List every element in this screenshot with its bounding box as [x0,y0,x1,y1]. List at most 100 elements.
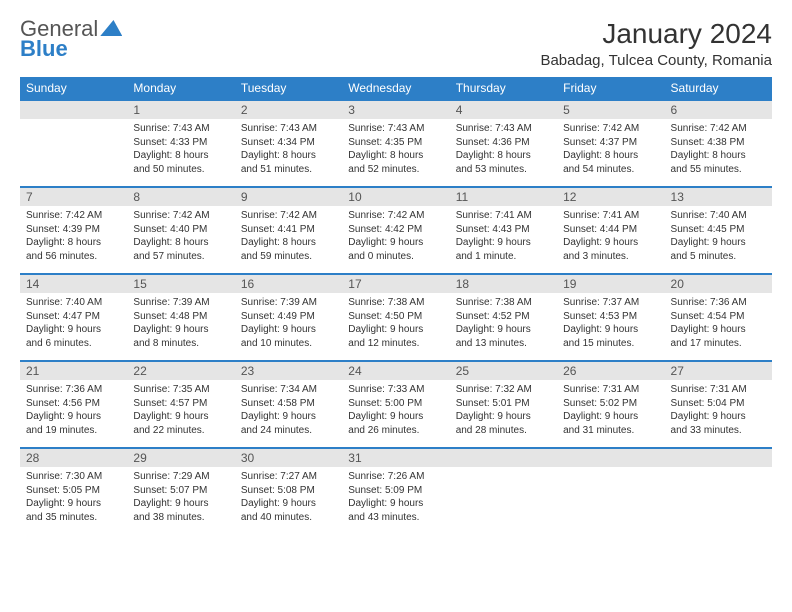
daylight-text: Daylight: 8 hours [241,149,336,163]
calendar-cell: 7Sunrise: 7:42 AMSunset: 4:39 PMDaylight… [20,187,127,274]
day-details: Sunrise: 7:31 AMSunset: 5:04 PMDaylight:… [665,380,772,447]
sunset-text: Sunset: 5:05 PM [26,484,121,498]
sunrise-text: Sunrise: 7:43 AM [348,122,443,136]
calendar-head: SundayMondayTuesdayWednesdayThursdayFrid… [20,77,772,100]
daylight-text: Daylight: 9 hours [26,497,121,511]
day-number: 25 [450,362,557,380]
sunset-text: Sunset: 4:38 PM [671,136,766,150]
location: Babadag, Tulcea County, Romania [540,52,772,69]
sunrise-text: Sunrise: 7:40 AM [26,296,121,310]
day-details: Sunrise: 7:31 AMSunset: 5:02 PMDaylight:… [557,380,664,447]
day-details: Sunrise: 7:37 AMSunset: 4:53 PMDaylight:… [557,293,664,360]
daylight-text: and 26 minutes. [348,424,443,438]
day-details: Sunrise: 7:35 AMSunset: 4:57 PMDaylight:… [127,380,234,447]
sunset-text: Sunset: 4:47 PM [26,310,121,324]
sunrise-text: Sunrise: 7:42 AM [671,122,766,136]
sunrise-text: Sunrise: 7:27 AM [241,470,336,484]
sunset-text: Sunset: 5:09 PM [348,484,443,498]
calendar-cell: 1Sunrise: 7:43 AMSunset: 4:33 PMDaylight… [127,100,234,187]
day-number: 11 [450,188,557,206]
daylight-text: Daylight: 8 hours [241,236,336,250]
day-details: Sunrise: 7:42 AMSunset: 4:37 PMDaylight:… [557,119,664,186]
logo: General Blue [20,18,122,59]
sunrise-text: Sunrise: 7:42 AM [563,122,658,136]
day-number: 26 [557,362,664,380]
day-details: Sunrise: 7:26 AMSunset: 5:09 PMDaylight:… [342,467,449,534]
day-details: Sunrise: 7:42 AMSunset: 4:40 PMDaylight:… [127,206,234,273]
daylight-text: Daylight: 9 hours [563,323,658,337]
daylight-text: and 3 minutes. [563,250,658,264]
day-number: 10 [342,188,449,206]
daylight-text: Daylight: 9 hours [241,410,336,424]
sunrise-text: Sunrise: 7:33 AM [348,383,443,397]
sunset-text: Sunset: 4:34 PM [241,136,336,150]
logo-triangle-icon [100,20,122,36]
daylight-text: Daylight: 9 hours [26,323,121,337]
sunset-text: Sunset: 4:35 PM [348,136,443,150]
sunset-text: Sunset: 5:04 PM [671,397,766,411]
sunrise-text: Sunrise: 7:39 AM [133,296,228,310]
sunrise-text: Sunrise: 7:43 AM [241,122,336,136]
calendar-cell [450,448,557,534]
sunrise-text: Sunrise: 7:39 AM [241,296,336,310]
month-title: January 2024 [540,18,772,50]
calendar-cell: 11Sunrise: 7:41 AMSunset: 4:43 PMDayligh… [450,187,557,274]
sunset-text: Sunset: 4:39 PM [26,223,121,237]
day-number: 3 [342,101,449,119]
sunset-text: Sunset: 4:50 PM [348,310,443,324]
calendar-week-row: 21Sunrise: 7:36 AMSunset: 4:56 PMDayligh… [20,361,772,448]
calendar-week-row: 7Sunrise: 7:42 AMSunset: 4:39 PMDaylight… [20,187,772,274]
day-number: 16 [235,275,342,293]
sunset-text: Sunset: 5:00 PM [348,397,443,411]
daylight-text: and 13 minutes. [456,337,551,351]
daylight-text: and 17 minutes. [671,337,766,351]
day-details: Sunrise: 7:42 AMSunset: 4:38 PMDaylight:… [665,119,772,186]
daylight-text: and 5 minutes. [671,250,766,264]
sunset-text: Sunset: 4:41 PM [241,223,336,237]
sunrise-text: Sunrise: 7:43 AM [133,122,228,136]
sunset-text: Sunset: 4:36 PM [456,136,551,150]
calendar-cell [20,100,127,187]
daylight-text: and 43 minutes. [348,511,443,525]
calendar-cell: 19Sunrise: 7:37 AMSunset: 4:53 PMDayligh… [557,274,664,361]
day-number: 1 [127,101,234,119]
sunset-text: Sunset: 4:37 PM [563,136,658,150]
sunset-text: Sunset: 5:01 PM [456,397,551,411]
day-number [450,449,557,467]
daylight-text: and 28 minutes. [456,424,551,438]
daylight-text: Daylight: 9 hours [456,236,551,250]
header: General Blue January 2024 Babadag, Tulce… [20,18,772,69]
sunrise-text: Sunrise: 7:31 AM [671,383,766,397]
day-details [20,119,127,179]
day-details: Sunrise: 7:40 AMSunset: 4:47 PMDaylight:… [20,293,127,360]
calendar-cell: 27Sunrise: 7:31 AMSunset: 5:04 PMDayligh… [665,361,772,448]
day-details: Sunrise: 7:38 AMSunset: 4:52 PMDaylight:… [450,293,557,360]
day-details: Sunrise: 7:34 AMSunset: 4:58 PMDaylight:… [235,380,342,447]
calendar-cell [665,448,772,534]
day-details: Sunrise: 7:29 AMSunset: 5:07 PMDaylight:… [127,467,234,534]
daylight-text: Daylight: 8 hours [133,149,228,163]
calendar-cell: 26Sunrise: 7:31 AMSunset: 5:02 PMDayligh… [557,361,664,448]
day-number: 31 [342,449,449,467]
daylight-text: Daylight: 9 hours [133,410,228,424]
daylight-text: Daylight: 9 hours [241,323,336,337]
sunrise-text: Sunrise: 7:38 AM [456,296,551,310]
daylight-text: Daylight: 8 hours [348,149,443,163]
calendar-week-row: 14Sunrise: 7:40 AMSunset: 4:47 PMDayligh… [20,274,772,361]
calendar-cell: 9Sunrise: 7:42 AMSunset: 4:41 PMDaylight… [235,187,342,274]
daylight-text: and 53 minutes. [456,163,551,177]
calendar-cell: 2 Sunrise: 7:43 AMSunset: 4:34 PMDaylight… [235,100,342,187]
calendar-cell: 22Sunrise: 7:35 AMSunset: 4:57 PMDayligh… [127,361,234,448]
day-number: 2 [235,101,342,119]
daylight-text: and 15 minutes. [563,337,658,351]
daylight-text: and 55 minutes. [671,163,766,177]
day-number: 13 [665,188,772,206]
daylight-text: Daylight: 9 hours [671,236,766,250]
daylight-text: Daylight: 9 hours [671,323,766,337]
day-details [557,467,664,527]
calendar-cell: 5Sunrise: 7:42 AMSunset: 4:37 PMDaylight… [557,100,664,187]
calendar-cell: 3 Sunrise: 7:43 AMSunset: 4:35 PMDaylight… [342,100,449,187]
day-number: 17 [342,275,449,293]
daylight-text: Daylight: 9 hours [456,323,551,337]
day-details: Sunrise: 7:30 AMSunset: 5:05 PMDaylight:… [20,467,127,534]
